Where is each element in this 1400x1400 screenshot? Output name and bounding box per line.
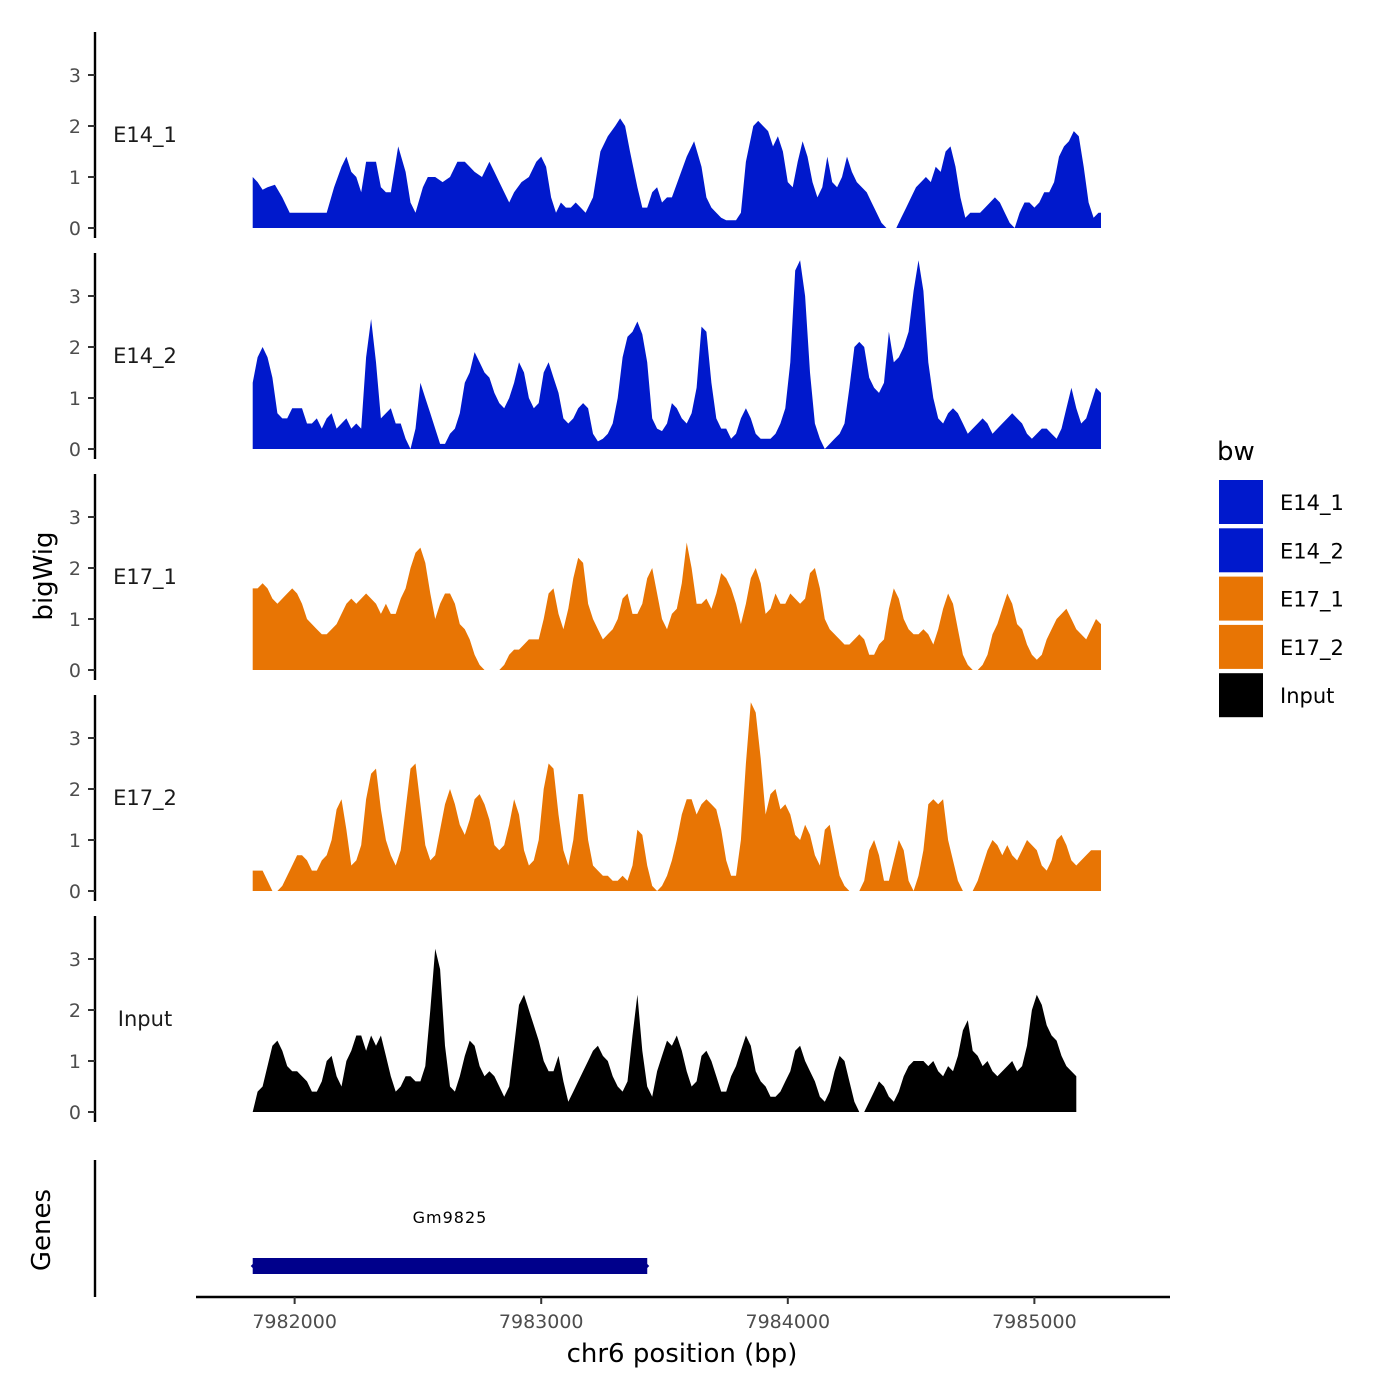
legend-label: Input [1280, 684, 1334, 708]
x-tick-label: 7983000 [499, 1311, 584, 1333]
y-tick-label: 0 [69, 1102, 81, 1124]
track-label: E17_2 [113, 786, 177, 811]
y-tick-label: 2 [69, 558, 81, 580]
x-tick-label: 7982000 [252, 1311, 337, 1333]
area-series [252, 702, 1101, 891]
y-tick-label: 3 [69, 507, 81, 529]
legend-item: E14_1 [1219, 480, 1344, 524]
legend-label: E17_1 [1280, 588, 1344, 613]
gene-body [252, 1258, 648, 1274]
gene-label: Gm9825 [413, 1208, 488, 1227]
track-input: 0 1 2 3 Input [69, 916, 1077, 1124]
legend-item: E14_2 [1219, 528, 1344, 573]
y-tick-label: 1 [69, 1051, 81, 1073]
y-tick-label: 1 [69, 609, 81, 631]
legend-swatch [1219, 480, 1263, 524]
legend-item: Input [1219, 673, 1334, 718]
y-tick-label: 2 [69, 779, 81, 801]
y-tick-label: 1 [69, 167, 81, 189]
x-axis: 7982000 7983000 7984000 7985000 [196, 1295, 1170, 1333]
legend-swatch [1219, 673, 1263, 718]
tracks-layer: 0 1 2 3 E14_1 0 1 2 3 E14_2 0 1 2 3 E17_1 0 1 2 3 E17_2 0 1 2 3… [69, 32, 1101, 1124]
y-axis-title: bigWig [29, 531, 59, 620]
y-tick-label: 3 [69, 65, 81, 87]
y-tick-label: 1 [69, 388, 81, 410]
track-label: E14_1 [113, 123, 177, 148]
legend-item: E17_2 [1219, 624, 1344, 669]
genes-axis-title: Genes [27, 1189, 57, 1271]
legend-swatch [1219, 624, 1263, 669]
y-tick-label: 0 [69, 218, 81, 240]
legend-title: bw [1217, 437, 1255, 467]
track-label: E14_2 [113, 344, 177, 369]
x-axis-title: chr6 position (bp) [567, 1339, 798, 1369]
legend-item: E17_1 [1219, 576, 1344, 621]
y-tick-label: 3 [69, 728, 81, 750]
track-label: E17_1 [113, 565, 177, 590]
area-series [252, 260, 1101, 449]
y-tick-label: 1 [69, 830, 81, 852]
legend-label: E17_2 [1280, 636, 1344, 661]
genes-track: Gm9825 [93, 1160, 650, 1297]
track-e14-1: 0 1 2 3 E14_1 [69, 32, 1101, 240]
y-tick-label: 0 [69, 660, 81, 682]
y-tick-label: 2 [69, 1000, 81, 1022]
legend-label: E14_2 [1280, 539, 1344, 564]
y-tick-label: 3 [69, 286, 81, 308]
x-tick-label: 7984000 [745, 1311, 830, 1333]
track-e17-2: 0 1 2 3 E17_2 [69, 695, 1101, 903]
area-series [252, 948, 1077, 1112]
legend-label: E14_1 [1280, 491, 1344, 516]
track-e14-2: 0 1 2 3 E14_2 [69, 253, 1101, 461]
track-e17-1: 0 1 2 3 E17_1 [69, 474, 1101, 682]
legend: bw E14_1 E14_2 E17_1 E17_2 Input [1217, 437, 1344, 718]
y-tick-label: 0 [69, 439, 81, 461]
y-tick-label: 2 [69, 337, 81, 359]
y-tick-label: 3 [69, 949, 81, 971]
legend-swatch [1219, 576, 1263, 621]
y-tick-label: 2 [69, 116, 81, 138]
area-series [252, 118, 1101, 228]
legend-swatch [1219, 528, 1263, 573]
track-label: Input [118, 1007, 172, 1031]
y-tick-label: 0 [69, 881, 81, 903]
area-series [252, 542, 1101, 670]
x-tick-label: 7985000 [992, 1311, 1077, 1333]
